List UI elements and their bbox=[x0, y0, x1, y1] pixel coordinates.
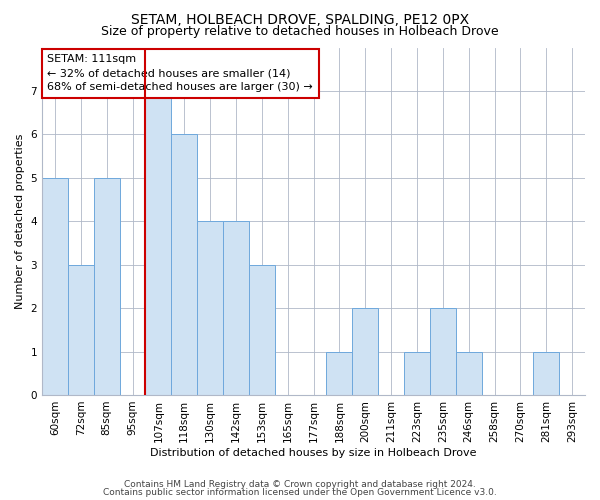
Bar bbox=[404, 352, 430, 395]
Text: SETAM: 111sqm
← 32% of detached houses are smaller (14)
68% of semi-detached hou: SETAM: 111sqm ← 32% of detached houses a… bbox=[47, 54, 313, 92]
Text: SETAM, HOLBEACH DROVE, SPALDING, PE12 0PX: SETAM, HOLBEACH DROVE, SPALDING, PE12 0P… bbox=[131, 12, 469, 26]
Bar bbox=[430, 308, 456, 395]
Bar bbox=[249, 264, 275, 395]
Bar bbox=[172, 134, 197, 395]
X-axis label: Distribution of detached houses by size in Holbeach Drove: Distribution of detached houses by size … bbox=[150, 448, 477, 458]
Bar bbox=[456, 352, 482, 395]
Bar bbox=[94, 178, 119, 395]
Bar bbox=[326, 352, 352, 395]
Bar bbox=[533, 352, 559, 395]
Text: Contains public sector information licensed under the Open Government Licence v3: Contains public sector information licen… bbox=[103, 488, 497, 497]
Bar bbox=[197, 221, 223, 395]
Bar bbox=[352, 308, 378, 395]
Y-axis label: Number of detached properties: Number of detached properties bbox=[15, 134, 25, 309]
Bar bbox=[68, 264, 94, 395]
Text: Contains HM Land Registry data © Crown copyright and database right 2024.: Contains HM Land Registry data © Crown c… bbox=[124, 480, 476, 489]
Bar bbox=[42, 178, 68, 395]
Bar bbox=[223, 221, 249, 395]
Text: Size of property relative to detached houses in Holbeach Drove: Size of property relative to detached ho… bbox=[101, 25, 499, 38]
Bar bbox=[145, 91, 172, 395]
